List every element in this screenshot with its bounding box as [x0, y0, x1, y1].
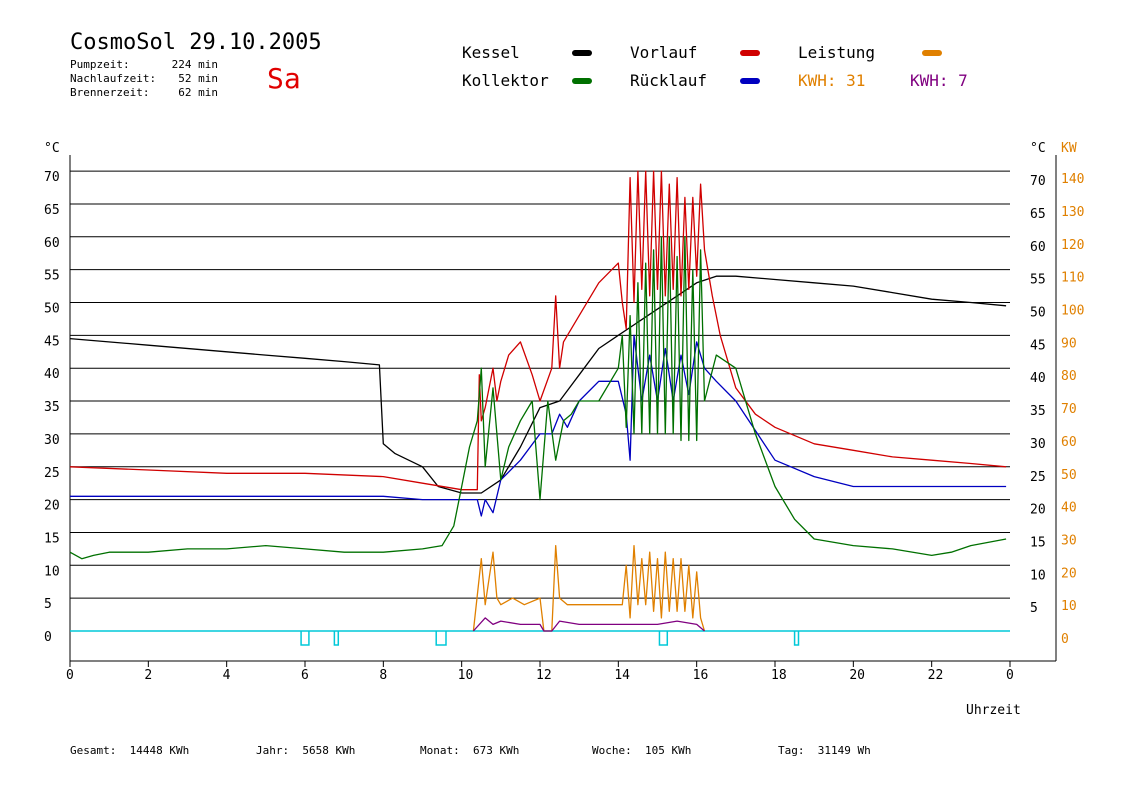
series-ruecklauf [70, 334, 1007, 517]
stat-nachlaufzeit-label: Nachlaufzeit: [70, 72, 157, 85]
y-tick-label-left: 70 [44, 170, 60, 185]
legend-vorlauf-swatch [740, 50, 760, 56]
y-tick-label-left: 0 [44, 630, 52, 645]
y-tick-label-right-kw: 60 [1061, 435, 1077, 450]
y-tick-label-right-kw: 110 [1061, 271, 1084, 286]
y-axis-label-left: °C [44, 141, 60, 156]
legend-ruecklauf: Rücklauf [630, 71, 708, 90]
y-tick-label-left: 40 [44, 367, 60, 382]
x-tick-label: 18 [771, 668, 787, 683]
chart-title: CosmoSol 29.10.2005 [70, 30, 322, 55]
y-tick-label-left: 65 [44, 203, 60, 218]
legend-kollektor: Kollektor [462, 71, 549, 90]
stat-brennerzeit-value: 62 min [178, 86, 218, 99]
y-tick-label-right-kw: 100 [1061, 304, 1084, 319]
y-tick-label-left: 55 [44, 269, 60, 284]
y-tick-label-right-c: 20 [1030, 503, 1046, 518]
x-tick-label: 14 [614, 668, 630, 683]
x-tick-label: 20 [849, 668, 865, 683]
x-tick-label: 22 [928, 668, 944, 683]
y-tick-label-left: 15 [44, 531, 60, 546]
y-tick-label-left: 25 [44, 466, 60, 481]
series-leistung [472, 544, 706, 632]
pump-pulse [435, 631, 447, 646]
x-tick-label: 4 [223, 668, 231, 683]
pump-pulse [300, 631, 310, 646]
y-tick-label-right-c: 55 [1030, 273, 1046, 288]
y-tick-label-left: 35 [44, 400, 60, 415]
stat-brennerzeit-label: Brennerzeit: [70, 86, 150, 99]
y-axis-label-right-c: °C [1030, 141, 1046, 156]
y-tick-label-right-kw: 140 [1061, 172, 1084, 187]
y-tick-label-right-c: 15 [1030, 535, 1046, 550]
y-tick-label-right-c: 25 [1030, 470, 1046, 485]
y-tick-label-right-kw: 90 [1061, 336, 1077, 351]
footer-jahr: Jahr: 5658 KWh [256, 744, 356, 757]
y-tick-label-right-c: 60 [1030, 240, 1046, 255]
y-tick-label-left: 60 [44, 236, 60, 251]
y-tick-label-right-kw: 70 [1061, 402, 1077, 417]
y-tick-label-right-kw: 20 [1061, 566, 1077, 581]
y-tick-label-right-c: 45 [1030, 338, 1046, 353]
y-tick-label-right-kw: 80 [1061, 369, 1077, 384]
legend-kwh-brenner: KWH: 7 [910, 71, 968, 90]
y-tick-label-right-c: 5 [1030, 601, 1038, 616]
pump-pulse [658, 631, 669, 646]
series-kessel [69, 275, 1007, 494]
pump-pulse [793, 631, 800, 646]
y-tick-label-right-c: 70 [1030, 174, 1046, 189]
legend-kollektor-swatch [572, 78, 592, 84]
y-tick-label-left: 20 [44, 499, 60, 514]
pump-pulse [333, 631, 340, 646]
footer-woche: Woche: 105 KWh [592, 744, 692, 757]
temperature-chart: 0510152025303540455055606570°C5101520253… [44, 141, 1084, 718]
y-tick-label-left: 45 [44, 334, 60, 349]
x-tick-label: 16 [693, 668, 709, 683]
x-axis-label: Uhrzeit [966, 703, 1021, 718]
x-tick-label: 6 [301, 668, 309, 683]
series-kwh2 [472, 617, 705, 632]
x-tick-label: 8 [379, 668, 387, 683]
y-tick-label-right-kw: 130 [1061, 205, 1084, 220]
y-tick-label-left: 30 [44, 433, 60, 448]
y-tick-label-right-kw: 30 [1061, 533, 1077, 548]
y-tick-label-right-c: 35 [1030, 404, 1046, 419]
legend-ruecklauf-swatch [740, 78, 760, 84]
x-tick-label: 10 [458, 668, 474, 683]
y-tick-label-right-c: 40 [1030, 371, 1046, 386]
footer-monat: Monat: 673 KWh [420, 744, 520, 757]
stat-pumpzeit-value: 224 min [171, 58, 218, 71]
legend-kessel: Kessel [462, 43, 520, 62]
x-tick-label: 12 [536, 668, 552, 683]
legend-vorlauf: Vorlauf [630, 43, 698, 62]
y-tick-label-right-kw: 120 [1061, 238, 1084, 253]
x-tick-label: 0 [1006, 668, 1014, 683]
footer-gesamt: Gesamt: 14448 KWh [70, 744, 190, 757]
x-tick-label: 2 [144, 668, 152, 683]
footer-tag: Tag: 31149 Wh [778, 744, 871, 757]
legend-leistung: Leistung [798, 43, 876, 62]
y-tick-label-right-c: 30 [1030, 437, 1046, 452]
y-tick-label-left: 5 [44, 597, 52, 612]
y-tick-label-right-kw: 50 [1061, 468, 1077, 483]
y-tick-label-right-c: 50 [1030, 306, 1046, 321]
y-tick-label-right-kw: 40 [1061, 501, 1077, 516]
y-tick-label-right-c: 65 [1030, 207, 1046, 222]
y-tick-label-right-kw: 0 [1061, 632, 1069, 647]
series-vorlauf [69, 170, 1007, 491]
y-axis-label-right-kw: KW [1061, 141, 1077, 156]
stat-pumpzeit-label: Pumpzeit: [70, 58, 130, 71]
legend-leistung-swatch [922, 50, 942, 56]
y-tick-label-right-c: 10 [1030, 568, 1046, 583]
y-tick-label-right-kw: 10 [1061, 599, 1077, 614]
y-tick-label-left: 10 [44, 564, 60, 579]
x-tick-label: 0 [66, 668, 74, 683]
legend-kwh-leistung: KWH: 31 [798, 71, 866, 90]
weekday-label: Sa [267, 62, 301, 95]
stat-nachlaufzeit-value: 52 min [178, 72, 218, 85]
y-tick-label-left: 50 [44, 302, 60, 317]
legend-kessel-swatch [572, 50, 592, 56]
series-kollektor [69, 236, 1007, 560]
